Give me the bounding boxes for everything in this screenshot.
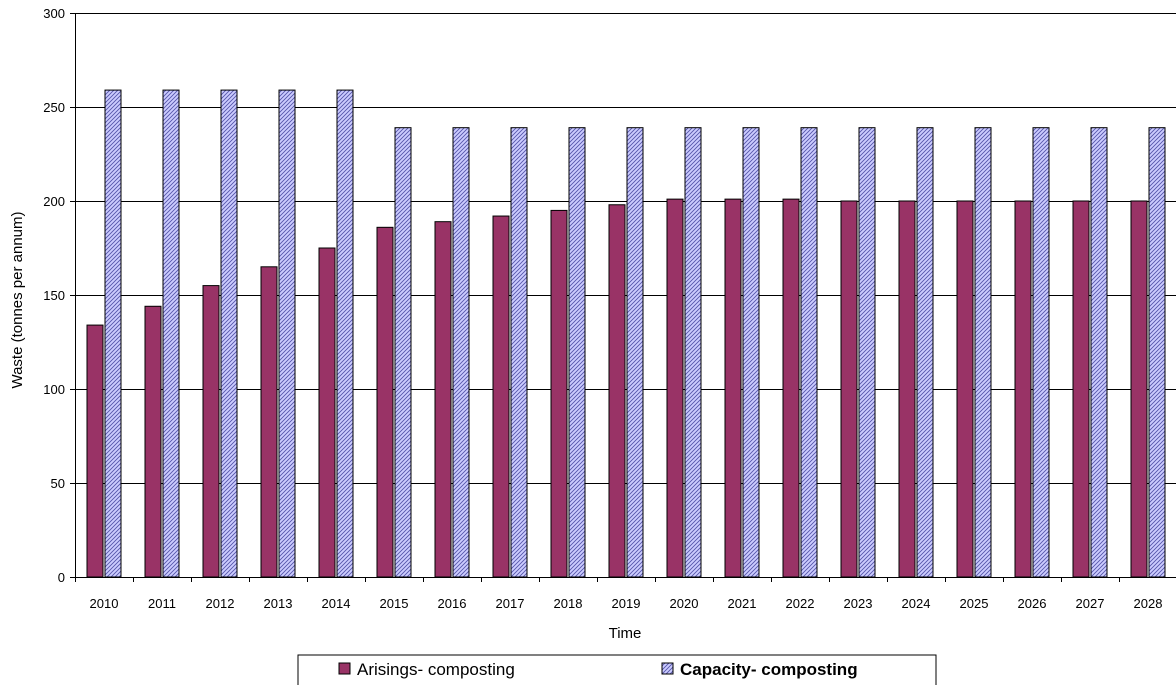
bar-capacity: [1032, 127, 1050, 578]
bar-arisings: [666, 198, 684, 578]
x-tick-label: 2014: [322, 596, 351, 611]
x-tick-labels: 2010 2011 2012 2013 2014 2015 2016 2017 2018 2019…: [90, 596, 1163, 611]
bar-capacity: [104, 89, 122, 578]
x-tick-label: 2021: [728, 596, 757, 611]
legend-box: [297, 654, 937, 690]
bar-capacity: [974, 127, 992, 578]
bar-arisings: [898, 200, 916, 578]
bar-capacity: [626, 127, 644, 578]
x-tick-label: 2015: [380, 596, 409, 611]
bar-capacity: [394, 127, 412, 578]
x-tick-label: 2025: [960, 596, 989, 611]
x-tick-label: 2024: [902, 596, 931, 611]
y-tick-label: 300: [43, 6, 65, 21]
bar-capacity: [510, 127, 528, 578]
bar-capacity: [162, 89, 180, 578]
legend-swatch-capacity: [661, 662, 674, 675]
bar-capacity: [336, 89, 354, 578]
bar-arisings: [260, 266, 278, 578]
x-tick-label: 2023: [844, 596, 873, 611]
legend-swatch-arisings: [338, 662, 351, 675]
bar-arisings: [608, 204, 626, 578]
bar-capacity: [220, 89, 238, 578]
y-tick-label: 250: [43, 100, 65, 115]
bar-arisings: [86, 324, 104, 578]
x-tick-label: 2013: [264, 596, 293, 611]
bar-capacity: [858, 127, 876, 578]
bar-capacity: [800, 127, 818, 578]
bar-arisings: [318, 247, 336, 578]
bar-capacity: [568, 127, 586, 578]
x-tick-label: 2027: [1076, 596, 1105, 611]
bar-arisings: [1014, 200, 1032, 578]
axes: [70, 13, 1176, 582]
bar-arisings: [434, 221, 452, 578]
bar-arisings: [1072, 200, 1090, 578]
x-tick-label: 2028: [1134, 596, 1163, 611]
bar-arisings: [724, 198, 742, 578]
bar-capacity: [684, 127, 702, 578]
y-tick-label: 150: [43, 288, 65, 303]
legend-label-arisings: Arisings- composting: [357, 660, 515, 679]
bar-capacity: [916, 127, 934, 578]
y-tick-label: 200: [43, 194, 65, 209]
bar-capacity: [1148, 127, 1166, 578]
bar-capacity: [742, 127, 760, 578]
x-tick-label: 2018: [554, 596, 583, 611]
x-tick-label: 2022: [786, 596, 815, 611]
bars: [86, 89, 1166, 578]
y-axis-title: Waste (tonnes per annum): [9, 211, 26, 388]
x-tick-label: 2017: [496, 596, 525, 611]
legend-label-capacity: Capacity- composting: [680, 660, 858, 679]
bar-capacity: [452, 127, 470, 578]
x-tick-label: 2026: [1018, 596, 1047, 611]
bar-arisings: [956, 200, 974, 578]
legend: Arisings- composting Capacity- compostin…: [297, 654, 937, 690]
y-tick-label: 50: [51, 476, 65, 491]
bar-arisings: [492, 215, 510, 578]
y-tick-label: 100: [43, 382, 65, 397]
x-tick-label: 2020: [670, 596, 699, 611]
bar-arisings: [840, 200, 858, 578]
x-tick-label: 2010: [90, 596, 119, 611]
x-tick-label: 2012: [206, 596, 235, 611]
bar-arisings: [550, 209, 568, 578]
bar-arisings: [144, 305, 162, 578]
bar-arisings: [376, 226, 394, 578]
y-tick-label: 0: [58, 570, 65, 585]
bar-arisings: [782, 198, 800, 578]
y-tick-labels: 0 50 100 150 200 250 300: [43, 6, 65, 585]
x-tick-label: 2016: [438, 596, 467, 611]
bar-capacity: [1090, 127, 1108, 578]
x-tick-label: 2019: [612, 596, 641, 611]
bar-arisings: [202, 285, 220, 578]
x-tick-label: 2011: [148, 596, 176, 611]
x-axis-title: Time: [609, 625, 642, 642]
bar-arisings: [1130, 200, 1148, 578]
bar-capacity: [278, 89, 296, 578]
